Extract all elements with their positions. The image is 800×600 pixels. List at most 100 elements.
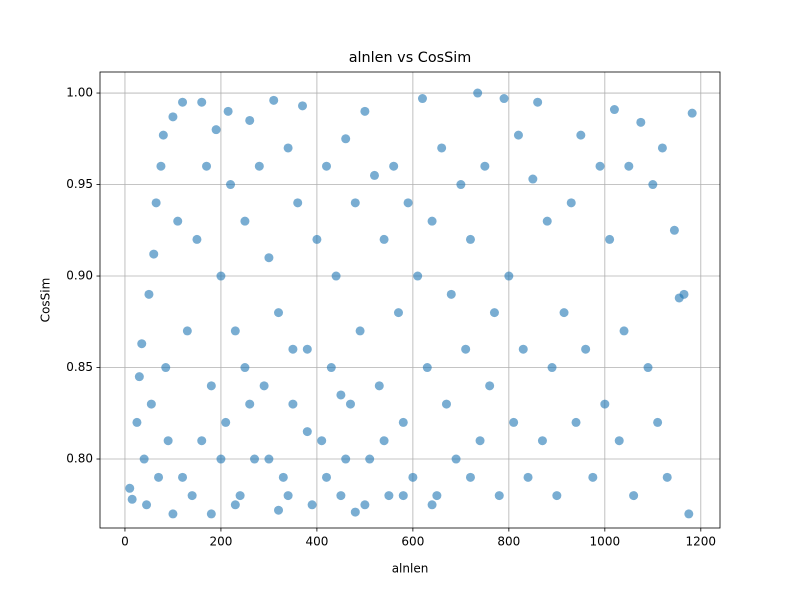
point bbox=[494, 491, 504, 501]
point bbox=[581, 344, 591, 354]
point bbox=[216, 271, 226, 281]
point bbox=[679, 289, 689, 299]
point bbox=[379, 234, 389, 244]
point bbox=[221, 417, 231, 427]
y-tick-label: 0.95 bbox=[66, 177, 93, 191]
point bbox=[226, 180, 236, 190]
y-tick-label: 0.80 bbox=[66, 452, 93, 466]
point bbox=[254, 161, 264, 171]
point bbox=[473, 88, 483, 98]
point bbox=[240, 216, 250, 226]
point bbox=[547, 363, 557, 373]
point bbox=[197, 97, 207, 107]
point bbox=[245, 115, 255, 125]
x-tick-label: 600 bbox=[401, 535, 424, 549]
point bbox=[168, 112, 178, 122]
point bbox=[216, 454, 226, 464]
point bbox=[398, 491, 408, 501]
point bbox=[134, 372, 144, 382]
point bbox=[350, 198, 360, 208]
point bbox=[624, 161, 634, 171]
point bbox=[269, 95, 279, 105]
point bbox=[341, 134, 351, 144]
point bbox=[456, 180, 466, 190]
point bbox=[173, 216, 183, 226]
point bbox=[125, 483, 135, 493]
point bbox=[211, 125, 221, 135]
point bbox=[326, 363, 336, 373]
point bbox=[643, 363, 653, 373]
point bbox=[192, 234, 202, 244]
point bbox=[312, 234, 322, 244]
point bbox=[513, 130, 523, 140]
point bbox=[139, 454, 149, 464]
point bbox=[142, 500, 152, 510]
point bbox=[408, 472, 418, 482]
point bbox=[384, 491, 394, 501]
point bbox=[302, 427, 312, 437]
point bbox=[336, 390, 346, 400]
x-tick-label: 400 bbox=[305, 535, 328, 549]
x-tick-label: 0 bbox=[121, 535, 129, 549]
point bbox=[202, 161, 212, 171]
point bbox=[609, 105, 619, 115]
point bbox=[230, 500, 240, 510]
x-tick-label: 1200 bbox=[686, 535, 717, 549]
point bbox=[413, 271, 423, 281]
point bbox=[614, 436, 624, 446]
point bbox=[504, 271, 514, 281]
point bbox=[158, 130, 168, 140]
chart-title: alnlen vs CosSim bbox=[349, 50, 472, 66]
point bbox=[662, 472, 672, 482]
y-axis-label: CosSim bbox=[39, 278, 53, 323]
point bbox=[274, 505, 284, 515]
point bbox=[684, 509, 694, 519]
point bbox=[278, 472, 288, 482]
point bbox=[206, 381, 216, 391]
point bbox=[264, 253, 274, 263]
point bbox=[576, 130, 586, 140]
point bbox=[369, 170, 379, 180]
x-tick-label: 1000 bbox=[590, 535, 621, 549]
point bbox=[403, 198, 413, 208]
point bbox=[537, 436, 547, 446]
point bbox=[223, 106, 233, 116]
point bbox=[588, 472, 598, 482]
point bbox=[552, 491, 562, 501]
point bbox=[480, 161, 490, 171]
point bbox=[288, 399, 298, 409]
y-tick-label: 1.00 bbox=[66, 86, 93, 100]
point bbox=[446, 289, 456, 299]
x-tick-label: 800 bbox=[497, 535, 520, 549]
point bbox=[345, 399, 355, 409]
point bbox=[533, 97, 543, 107]
point bbox=[417, 94, 427, 104]
point bbox=[379, 436, 389, 446]
point bbox=[653, 417, 663, 427]
point bbox=[283, 491, 293, 501]
point bbox=[485, 381, 495, 391]
point bbox=[250, 454, 260, 464]
point bbox=[489, 308, 499, 318]
point bbox=[288, 344, 298, 354]
point bbox=[149, 249, 159, 259]
point bbox=[465, 472, 475, 482]
point bbox=[360, 106, 370, 116]
point bbox=[393, 308, 403, 318]
point bbox=[389, 161, 399, 171]
point bbox=[542, 216, 552, 226]
point bbox=[163, 436, 173, 446]
y-tick-label: 0.90 bbox=[66, 269, 93, 283]
point bbox=[132, 417, 142, 427]
point bbox=[127, 494, 137, 504]
point bbox=[156, 161, 166, 171]
point bbox=[669, 225, 679, 235]
point bbox=[240, 363, 250, 373]
point bbox=[283, 143, 293, 153]
point bbox=[274, 308, 284, 318]
point bbox=[636, 117, 646, 127]
point bbox=[302, 344, 312, 354]
point bbox=[187, 491, 197, 501]
point bbox=[648, 180, 658, 190]
point bbox=[657, 143, 667, 153]
